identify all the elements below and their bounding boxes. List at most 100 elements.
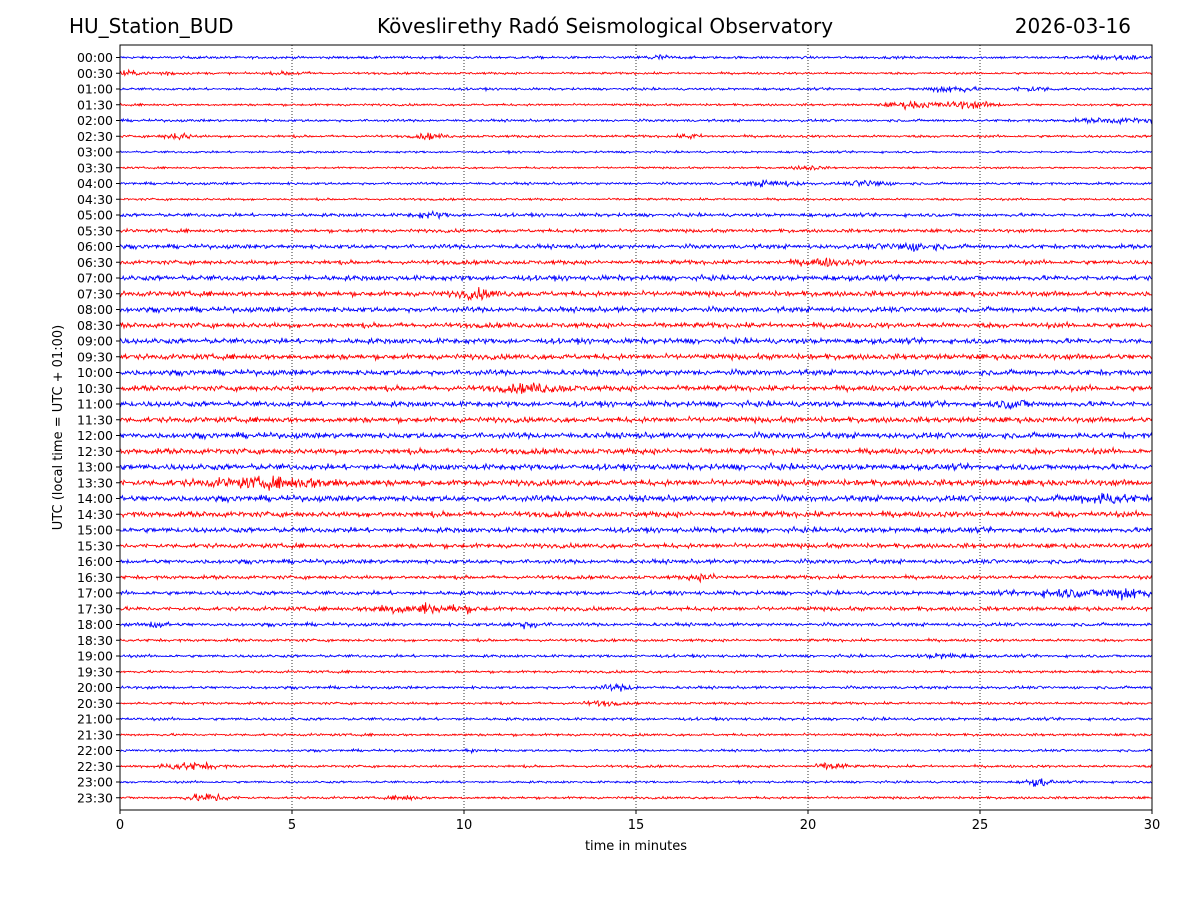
y-tick-label: 01:00 [77,82,113,97]
y-tick-label: 04:00 [77,176,113,191]
y-axis-label: UTC (local time = UTC + 01:00) [51,325,66,530]
trace-0830 [119,320,1153,331]
trace-1730 [119,602,1153,616]
x-tick-label: 20 [800,818,817,833]
y-tick-label: 06:30 [77,255,113,270]
x-tick-label: 25 [972,818,989,833]
trace-2030 [119,699,1153,707]
trace-1600 [119,557,1153,566]
y-tick-label: 05:00 [77,208,113,223]
y-tick-label: 16:30 [77,570,113,585]
y-tick-label: 17:30 [77,601,113,616]
trace-1900 [119,652,1153,660]
y-tick-label: 15:30 [77,538,113,553]
y-tick-label: 08:30 [77,318,113,333]
trace-0130 [119,100,1153,111]
x-tick-label: 5 [288,818,296,833]
y-tick-label: 21:30 [77,727,113,742]
y-tick-label: 06:00 [77,239,113,254]
y-tick-label: 13:00 [77,460,113,475]
y-tick-label: 12:30 [77,444,113,459]
trace-0330 [119,164,1153,171]
y-tick-label: 09:00 [77,334,113,349]
y-tick-label: 17:00 [77,586,113,601]
trace-0800 [119,305,1153,315]
y-tick-label: 22:00 [77,743,113,758]
y-tick-label: 02:00 [77,113,113,128]
trace-1800 [119,620,1153,630]
trace-0600 [119,241,1153,252]
trace-1500 [119,525,1153,535]
trace-1830 [119,637,1153,644]
y-tick-label: 23:30 [77,790,113,805]
trace-0700 [119,273,1153,283]
y-tick-label: 16:00 [77,554,113,569]
y-tick-label: 01:30 [77,97,113,112]
trace-2200 [119,747,1153,755]
trace-1700 [119,588,1153,601]
x-tick-label: 15 [628,818,645,833]
y-tick-label: 05:30 [77,223,113,238]
trace-0230 [119,131,1153,141]
trace-2100 [119,715,1153,723]
y-tick-label: 19:30 [77,664,113,679]
y-tick-label: 23:00 [77,775,113,790]
y-tick-label: 19:00 [77,649,113,664]
trace-1100 [119,399,1153,411]
trace-2330 [119,792,1153,802]
trace-0030 [119,68,1153,77]
trace-1430 [119,508,1153,520]
x-axis-label: time in minutes [585,839,687,854]
trace-1400 [119,492,1153,505]
y-tick-label: 14:00 [77,491,113,506]
trace-0100 [119,85,1153,94]
y-tick-label: 07:00 [77,271,113,286]
y-tick-label: 09:30 [77,349,113,364]
x-axis-ticks: 0 5 10 15 20 25 30 [116,810,1160,833]
y-tick-label: 10:30 [77,381,113,396]
y-tick-label: 14:30 [77,507,113,522]
x-tick-label: 0 [116,818,124,833]
y-tick-label: 08:00 [77,302,113,317]
y-tick-label: 03:30 [77,160,113,175]
trace-0930 [119,352,1153,362]
y-tick-label: 22:30 [77,759,113,774]
y-tick-label: 15:00 [77,523,113,538]
trace-1230 [119,445,1153,457]
trace-0900 [119,336,1153,346]
trace-0000 [119,53,1153,61]
date-label: 2026-03-16 [1014,14,1131,38]
y-tick-label: 20:30 [77,696,113,711]
trace-0730 [119,287,1153,302]
trace-0500 [119,209,1153,221]
observatory-title: Köveslігethy Radó Seismological Observat… [376,14,834,38]
trace-0430 [119,196,1153,202]
trace-2230 [119,760,1153,771]
y-tick-label: 18:30 [77,633,113,648]
trace-0530 [119,227,1153,235]
trace-1930 [119,669,1153,675]
trace-1630 [119,572,1153,584]
trace-0400 [119,178,1153,189]
y-tick-label: 11:30 [77,412,113,427]
trace-1530 [119,541,1153,551]
y-axis-ticks: 00:0000:3001:0001:3002:0002:3003:0003:30… [77,50,120,805]
y-tick-label: 21:00 [77,712,113,727]
x-tick-label: 10 [456,818,473,833]
trace-1030 [119,382,1153,395]
trace-2000 [119,682,1153,693]
station-label: HU_Station_BUD [69,14,234,38]
y-tick-label: 03:00 [77,145,113,160]
y-tick-label: 10:00 [77,365,113,380]
trace-0200 [119,116,1153,126]
trace-0630 [119,257,1153,267]
y-tick-label: 18:00 [77,617,113,632]
y-tick-label: 12:00 [77,428,113,443]
y-tick-label: 02:30 [77,129,113,144]
traces [119,53,1153,802]
trace-1300 [119,461,1153,472]
y-tick-label: 11:00 [77,397,113,412]
trace-2130 [119,732,1153,738]
trace-1200 [119,430,1153,441]
trace-1000 [119,367,1153,378]
